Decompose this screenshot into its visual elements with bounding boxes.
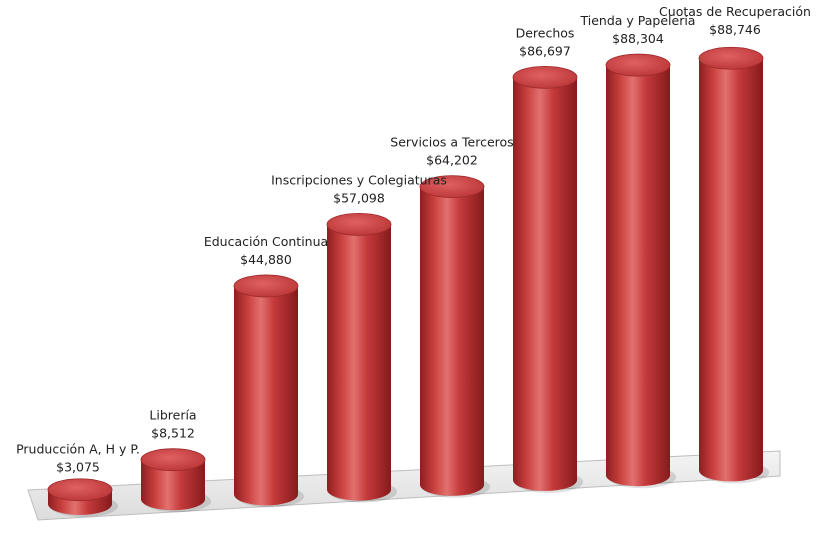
labels-group: Pruducción A, H y P. $3,075 Librería $8,512…	[16, 4, 811, 475]
bar-2	[233, 274, 304, 508]
bars-group	[47, 46, 769, 517]
category-label: Educación Continua	[204, 234, 328, 249]
bar-0	[47, 478, 118, 517]
bar-4	[419, 175, 490, 498]
bar-top	[326, 213, 392, 236]
value-label: $8,512	[151, 426, 195, 441]
bar-3	[326, 213, 397, 503]
category-label: Derechos	[516, 25, 575, 40]
value-label: $88,746	[709, 22, 761, 37]
bar-body	[420, 186, 484, 496]
category-label: Inscripciones y Colegiaturas	[271, 172, 447, 187]
value-label: $3,075	[56, 460, 100, 475]
category-label: Librería	[149, 408, 196, 423]
bar-top	[233, 274, 299, 298]
bar-body	[327, 224, 391, 501]
category-label: Tienda y Papelería	[580, 13, 696, 28]
category-label: Pruducción A, H y P.	[16, 442, 140, 457]
bar-body	[141, 459, 205, 511]
bar-top	[512, 65, 578, 89]
bar-body	[234, 285, 298, 506]
bar-top	[698, 46, 764, 70]
bar-top	[47, 478, 113, 502]
bar-body	[606, 65, 670, 487]
value-label: $44,880	[240, 252, 292, 267]
bar-7	[698, 46, 769, 484]
bar-top	[140, 448, 206, 472]
bar-top	[605, 53, 671, 77]
bar-1	[140, 448, 211, 513]
value-label: $86,697	[519, 43, 571, 58]
value-label: $57,098	[333, 190, 385, 205]
bar-body	[699, 58, 763, 482]
value-label: $64,202	[426, 153, 478, 168]
value-label: $88,304	[612, 31, 664, 46]
bar-body	[513, 77, 577, 491]
category-label: Servicios a Terceros	[390, 135, 513, 150]
category-label: Cuotas de Recuperación	[659, 4, 811, 19]
bar-6	[605, 53, 676, 489]
bar-5	[512, 65, 583, 493]
bar-top	[419, 175, 485, 199]
